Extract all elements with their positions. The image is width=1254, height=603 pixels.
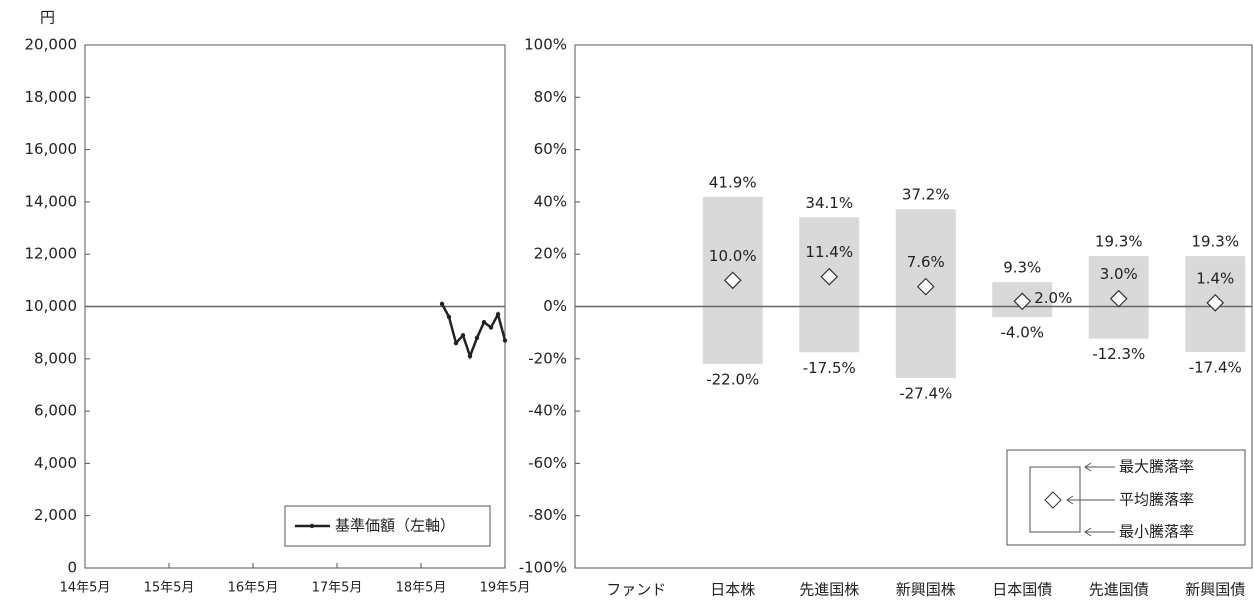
line-point	[439, 301, 445, 307]
min-label: -17.5%	[803, 359, 856, 377]
max-label: 37.2%	[902, 186, 950, 204]
line-series	[440, 303, 507, 360]
min-label: -4.0%	[1000, 323, 1044, 341]
y-tick-label: 100%	[524, 36, 567, 54]
legend-diamond	[1044, 491, 1062, 509]
legend-arrowhead	[1066, 495, 1074, 505]
line-point	[495, 312, 501, 317]
max-label: 41.9%	[709, 173, 757, 191]
x-tick-label: 新興国株	[896, 581, 956, 599]
min-label: -17.4%	[1189, 359, 1242, 377]
legend-label: 最大騰落率	[1119, 458, 1194, 476]
line-point	[474, 335, 480, 341]
average-marker	[916, 277, 935, 296]
legend-swatch-point	[309, 523, 315, 529]
x-tick-label: 17年5月	[312, 581, 363, 596]
y-tick-label: 8,000	[34, 349, 77, 367]
average-label: 3.0%	[1100, 265, 1138, 283]
y-tick-label: 40%	[534, 192, 567, 210]
line-point	[453, 340, 459, 346]
y-tick-label: 6,000	[34, 402, 77, 420]
average-label: 1.4%	[1196, 269, 1234, 287]
x-tick-label: 18年5月	[396, 581, 447, 596]
average-label: 2.0%	[1034, 289, 1072, 307]
max-label: 19.3%	[1191, 233, 1239, 251]
legend-label: 基準価額（左軸）	[335, 517, 455, 535]
line-point	[467, 353, 473, 359]
min-label: -12.3%	[1092, 345, 1145, 363]
average-marker	[1206, 293, 1225, 312]
y-tick-label: -20%	[528, 349, 567, 367]
line-point	[488, 325, 494, 330]
y-tick-label: 2,000	[34, 506, 77, 524]
y-tick-label: 4,000	[34, 454, 77, 472]
average-marker	[1109, 289, 1128, 308]
x-tick-label: 先進国債	[1089, 581, 1149, 599]
average-label: 7.6%	[907, 253, 945, 271]
y-tick-label: -40%	[528, 402, 567, 420]
x-tick-label: 先進国株	[799, 581, 859, 599]
y-axis-unit: 円	[40, 9, 55, 27]
max-label: 34.1%	[805, 194, 853, 212]
min-label: -22.0%	[706, 371, 759, 389]
average-label: 10.0%	[709, 247, 757, 265]
line-point	[446, 314, 452, 320]
min-label: -27.4%	[899, 385, 952, 403]
y-tick-label: -60%	[528, 454, 567, 472]
x-tick-label: 新興国債	[1185, 581, 1245, 599]
max-label: 9.3%	[1003, 259, 1041, 277]
max-label: 19.3%	[1095, 233, 1143, 251]
y-tick-label: 20%	[534, 245, 567, 263]
x-tick-label: 日本株	[710, 581, 755, 599]
y-tick-label: 14,000	[25, 192, 78, 210]
average-marker	[1013, 292, 1032, 311]
x-tick-label: 日本国債	[992, 581, 1052, 599]
line-point	[460, 333, 466, 338]
x-tick-label: 16年5月	[228, 581, 279, 596]
x-tick-label: 15年5月	[144, 581, 195, 596]
line-point	[502, 338, 508, 343]
average-label: 11.4%	[805, 243, 853, 261]
y-tick-label: 20,000	[25, 36, 78, 54]
x-tick-label: ファンド	[606, 581, 666, 599]
y-tick-label: 0	[67, 559, 77, 577]
legend-arrowhead	[1084, 462, 1092, 472]
average-marker	[723, 271, 742, 290]
line-point	[481, 319, 487, 325]
legend-label: 平均騰落率	[1119, 491, 1194, 509]
y-tick-label: -80%	[528, 506, 567, 524]
y-tick-label: 80%	[534, 88, 567, 106]
y-tick-label: 16,000	[25, 140, 78, 158]
y-tick-label: 0%	[543, 297, 567, 315]
average-marker	[820, 267, 839, 286]
x-tick-label: 19年5月	[480, 581, 531, 596]
y-tick-label: 12,000	[25, 245, 78, 263]
y-tick-label: 60%	[534, 140, 567, 158]
legend-arrowhead	[1084, 527, 1092, 537]
x-tick-label: 14年5月	[60, 581, 111, 596]
y-tick-label: 10,000	[25, 297, 78, 315]
y-tick-label: 18,000	[25, 88, 78, 106]
y-tick-label: -100%	[519, 559, 567, 577]
legend-label: 最小騰落率	[1119, 523, 1194, 541]
